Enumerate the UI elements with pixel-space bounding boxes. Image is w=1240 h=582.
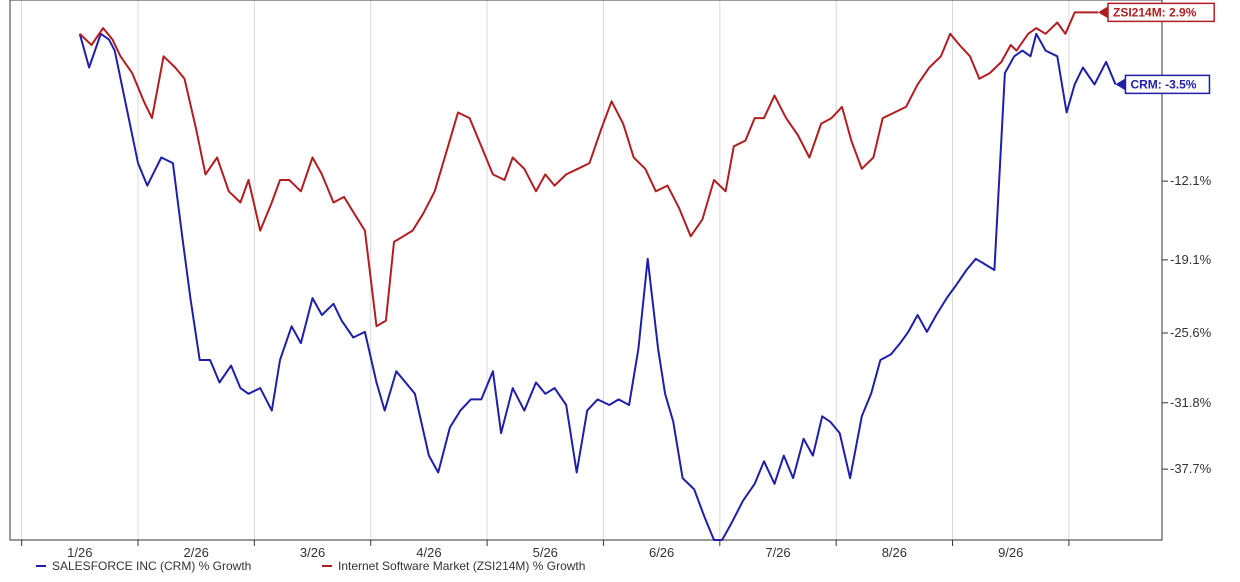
- legend-label: Internet Software Market (ZSI214M) % Gro…: [338, 559, 585, 573]
- series-callouts: CRM: -3.5% ZSI214M: 2.9%: [1098, 2, 1215, 95]
- callout-crm: CRM: -3.5%: [1115, 74, 1211, 95]
- x-tick-label: 8/26: [882, 545, 907, 560]
- x-tick-label: 5/26: [533, 545, 558, 560]
- callout-box: [1124, 74, 1211, 95]
- legend-item-crm: SALESFORCE INC (CRM) % Growth: [36, 559, 251, 573]
- y-tick-label: -31.8%: [1170, 395, 1212, 410]
- y-tick-label: -25.6%: [1170, 325, 1212, 340]
- x-tick-label: 3/26: [300, 545, 325, 560]
- x-tick-label: 7/26: [765, 545, 790, 560]
- x-tick-label: 6/26: [649, 545, 674, 560]
- y-tick-label: -19.1%: [1170, 252, 1212, 267]
- x-tick-label: 1/26: [67, 545, 92, 560]
- callout-label: CRM: -3.5%: [1130, 77, 1196, 91]
- callout-label: ZSI214M: 2.9%: [1113, 5, 1197, 19]
- callout-pointer: [1098, 6, 1108, 19]
- callout-zsi: ZSI214M: 2.9%: [1098, 2, 1215, 23]
- y-axis: -4.0%-12.1%-19.1%-25.6%-31.8%-37.7%: [1162, 82, 1212, 476]
- x-tick-label: 9/26: [998, 545, 1023, 560]
- legend: SALESFORCE INC (CRM) % Growth Internet So…: [36, 559, 585, 573]
- x-axis: 1/26 2/26 3/26 4/26 5/26 6/26 7/26 8/26 9/26: [21, 540, 1070, 560]
- series-lines: [78, 11, 1117, 541]
- legend-item-zsi: Internet Software Market (ZSI214M) % Gro…: [322, 559, 585, 573]
- x-tick-label: 4/26: [416, 545, 441, 560]
- legend-label: SALESFORCE INC (CRM) % Growth: [52, 559, 251, 573]
- y-tick-label: -12.1%: [1170, 173, 1212, 188]
- x-tick-label: 2/26: [184, 545, 209, 560]
- callout-pointer: [1115, 78, 1126, 91]
- series-line-zsi: [79, 11, 1098, 328]
- y-tick-label: -37.7%: [1170, 461, 1212, 476]
- plot-frame: [9, 0, 1163, 541]
- callout-box: [1107, 2, 1215, 23]
- series-line-crm: [78, 32, 1117, 541]
- vertical-gridlines: [21, 0, 1070, 540]
